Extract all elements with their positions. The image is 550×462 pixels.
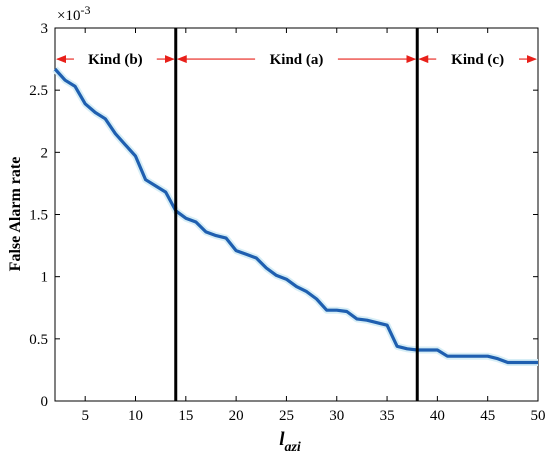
region-annotations: Kind (b) Kind (a) Kind (c) (56, 52, 537, 68)
y-tick-labels: 0 0.5 1 1.5 2 2.5 3 (29, 21, 48, 410)
x-tick-label: 20 (229, 408, 244, 424)
y-tick-label: 1.5 (29, 208, 48, 224)
y-tick-label: 0.5 (29, 332, 48, 348)
x-tick-label: 35 (380, 408, 395, 424)
x-axis-label: lazi (279, 429, 301, 455)
plot-area-frame (54, 27, 539, 402)
y-tick-label: 3 (41, 21, 49, 37)
region-label: Kind (a) (270, 52, 324, 68)
y-exponent-label: ×10-3 (57, 3, 90, 24)
x-tick-label: 40 (430, 408, 445, 424)
series-layer (52, 66, 538, 366)
x-tick-label: 5 (81, 408, 89, 424)
x-tick-labels: 5 10 15 20 25 30 35 40 45 50 (81, 408, 545, 424)
y-tick-label: 0 (41, 394, 49, 410)
boundary-lines (174, 28, 419, 401)
y-tick-label: 1 (41, 270, 49, 286)
series-glow (52, 66, 538, 366)
y-axis-label: False Alarm rate (7, 157, 24, 272)
region-label: Kind (b) (88, 52, 143, 68)
y-tick-label: 2.5 (29, 83, 48, 99)
x-tick-label: 45 (480, 408, 495, 424)
axis-ticks (55, 27, 539, 402)
x-tick-label: 30 (329, 408, 344, 424)
x-tick-label: 50 (531, 408, 546, 424)
series-line (53, 67, 538, 365)
x-tick-label: 25 (279, 408, 294, 424)
x-tick-label: 15 (178, 408, 193, 424)
y-tick-label: 2 (41, 145, 49, 161)
x-tick-label: 10 (128, 408, 143, 424)
region-label: Kind (c) (451, 52, 504, 68)
